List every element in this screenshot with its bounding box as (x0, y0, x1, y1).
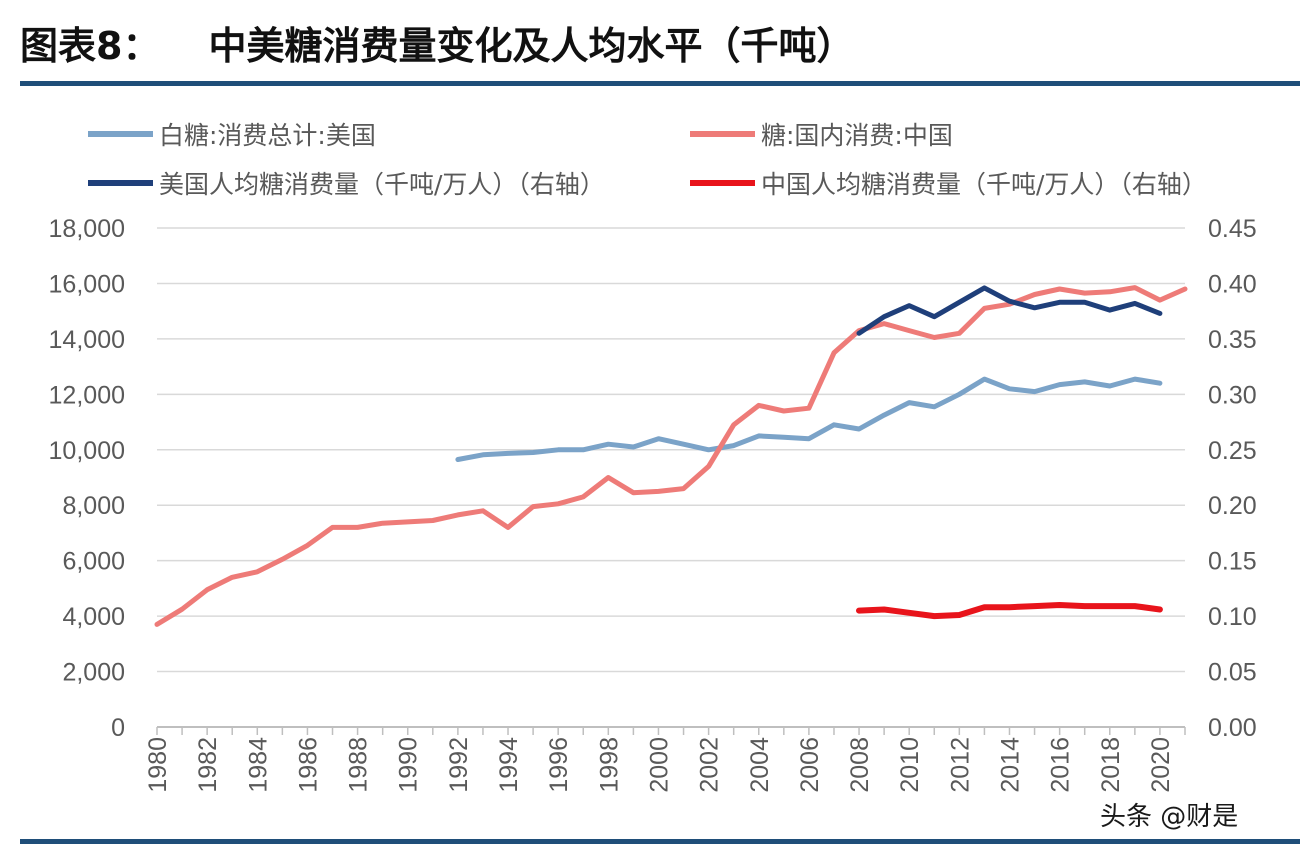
x-tick-label: 2018 (1097, 737, 1125, 793)
figure-number: 图表8： (20, 23, 161, 68)
legend-label: 中国人均糖消费量（千吨/万人）（右轴） (761, 170, 1207, 199)
x-tick-label: 2016 (1047, 737, 1075, 793)
y-right-tick-label: 0.25 (1208, 437, 1257, 465)
x-tick-label: 1986 (294, 737, 322, 793)
legend-swatch (690, 180, 755, 186)
watermark: 头条 @财是 (1100, 802, 1239, 832)
legend-label: 美国人均糖消费量（千吨/万人）（右轴） (159, 170, 605, 199)
x-tick-label: 1998 (595, 737, 623, 793)
x-tick-label: 1988 (345, 737, 373, 793)
x-tick-label: 2002 (696, 737, 724, 793)
y-left-tick-label: 10,000 (49, 437, 125, 465)
y-right-tick-label: 0.00 (1208, 714, 1257, 742)
x-tick-label: 2020 (1147, 737, 1175, 793)
y-right-tick-label: 0.45 (1208, 215, 1257, 243)
y-left-tick-label: 18,000 (49, 215, 125, 243)
x-tick-label: 2014 (996, 737, 1024, 793)
y-left-tick-label: 14,000 (49, 326, 125, 354)
series-us-total-line (455, 376, 1163, 462)
x-tick-label: 1982 (194, 737, 222, 793)
series-us-per-capita-line (856, 285, 1163, 336)
legend-label: 糖:国内消费:中国 (761, 121, 953, 150)
y-left-tick-label: 4,000 (62, 603, 125, 631)
footer-divider (20, 839, 1300, 844)
legend-item-us-total: 白糖:消费总计:美国 (88, 116, 376, 152)
series-cn-per-capita-line (856, 602, 1163, 620)
title-divider (20, 81, 1300, 86)
x-tick-label: 2008 (846, 737, 874, 793)
legend-item-cn-total: 糖:国内消费:中国 (690, 116, 953, 152)
chart-title: 中美糖消费量变化及人均水平（千吨） (208, 23, 855, 68)
y-left-tick-label: 8,000 (62, 492, 125, 520)
legend-item-us-per-capita: 美国人均糖消费量（千吨/万人）（右轴） (88, 165, 605, 201)
y-right-tick-label: 0.30 (1208, 381, 1257, 409)
x-tick-label: 2012 (946, 737, 974, 793)
page-title: 图表8： 中美糖消费量变化及人均水平（千吨） (20, 12, 854, 72)
y-right-tick-label: 0.20 (1208, 492, 1257, 520)
legend-label: 白糖:消费总计:美国 (159, 121, 376, 150)
legend-swatch (88, 180, 153, 186)
x-tick-label: 1990 (395, 737, 423, 793)
x-tick-label: 2000 (645, 737, 673, 793)
y-left-tick-label: 6,000 (62, 548, 125, 576)
y-right-tick-label: 0.40 (1208, 270, 1257, 298)
y-left-tick-label: 16,000 (49, 270, 125, 298)
y-right-tick-label: 0.05 (1208, 659, 1257, 687)
legend-swatch (88, 131, 153, 137)
x-tick-label: 1992 (445, 737, 473, 793)
series-cn-total-line (154, 285, 1188, 627)
x-tick-label: 1980 (144, 737, 172, 793)
x-tick-label: 2010 (896, 737, 924, 793)
legend-swatch (690, 131, 755, 137)
y-right-tick-label: 0.35 (1208, 326, 1257, 354)
x-tick-label: 1996 (545, 737, 573, 793)
x-tick-label: 2006 (796, 737, 824, 793)
legend-item-cn-per-capita: 中国人均糖消费量（千吨/万人）（右轴） (690, 165, 1207, 201)
y-right-tick-label: 0.10 (1208, 603, 1257, 631)
x-tick-label: 1994 (495, 737, 523, 793)
y-left-tick-label: 0 (111, 714, 125, 742)
y-left-tick-label: 12,000 (49, 381, 125, 409)
y-left-tick-label: 2,000 (62, 659, 125, 687)
y-right-tick-label: 0.15 (1208, 548, 1257, 576)
x-tick-label: 1984 (244, 737, 272, 793)
x-tick-label: 2004 (746, 737, 774, 793)
